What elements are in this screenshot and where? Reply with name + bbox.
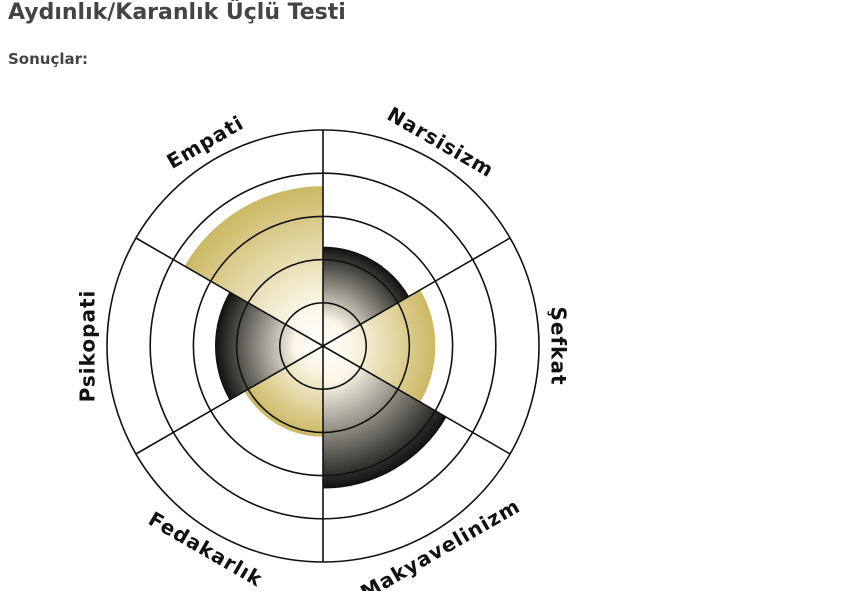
sector <box>323 346 447 489</box>
subtitle: Sonuçlar: <box>8 50 89 68</box>
page-title: Aydınlık/Karanlık Üçlü Testi <box>8 0 346 25</box>
sector <box>184 186 323 346</box>
divider <box>135 345 324 455</box>
category-label: Psikopati <box>76 290 100 403</box>
divider <box>135 237 324 347</box>
divider <box>322 237 511 347</box>
sector <box>323 289 436 403</box>
category-label: Şefkat <box>547 306 571 385</box>
divider <box>322 345 511 455</box>
category-label: Narsisizm <box>383 102 498 182</box>
sector <box>215 292 323 400</box>
sector <box>323 246 410 346</box>
sector <box>244 346 323 437</box>
